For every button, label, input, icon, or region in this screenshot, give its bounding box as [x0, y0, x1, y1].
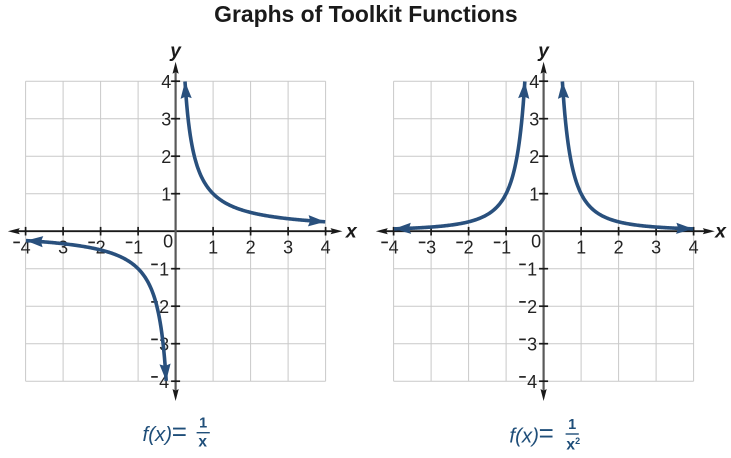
svg-text:y: y [537, 41, 550, 62]
svg-text:2: 2 [527, 297, 537, 317]
svg-text:4: 4 [21, 237, 31, 257]
svg-text:1: 1 [576, 237, 586, 257]
svg-text:x: x [566, 437, 575, 454]
svg-text:3: 3 [283, 237, 293, 257]
svg-text:2: 2 [96, 237, 106, 257]
svg-text:f(x): f(x) [509, 424, 539, 447]
svg-text:x: x [714, 220, 727, 242]
svg-text:2: 2 [161, 147, 171, 167]
svg-text:=: = [539, 418, 554, 448]
svg-text:1: 1 [568, 417, 576, 433]
svg-text:1: 1 [199, 416, 207, 432]
svg-text:0: 0 [163, 231, 173, 251]
svg-text:3: 3 [58, 237, 68, 257]
svg-text:3: 3 [161, 109, 171, 129]
svg-text:1: 1 [159, 259, 169, 279]
svg-text:2: 2 [159, 297, 169, 317]
svg-text:3: 3 [426, 237, 436, 257]
svg-text:4: 4 [689, 237, 699, 257]
svg-text:4: 4 [161, 72, 171, 92]
svg-text:1: 1 [133, 237, 143, 257]
svg-text:3: 3 [527, 334, 537, 354]
svg-text:4: 4 [527, 372, 537, 392]
svg-text:2: 2 [575, 436, 580, 446]
svg-text:3: 3 [529, 109, 539, 129]
svg-text:1: 1 [161, 184, 171, 204]
svg-text:4: 4 [321, 237, 331, 257]
svg-text:y: y [169, 41, 182, 62]
svg-text:1: 1 [529, 184, 539, 204]
svg-text:2: 2 [246, 237, 256, 257]
svg-text:0: 0 [531, 231, 541, 251]
svg-text:=: = [172, 417, 187, 447]
svg-text:2: 2 [614, 237, 624, 257]
svg-text:1: 1 [208, 237, 218, 257]
svg-text:4: 4 [529, 72, 539, 92]
svg-text:4: 4 [389, 237, 399, 257]
svg-text:f(x): f(x) [143, 423, 173, 446]
svg-text:2: 2 [529, 147, 539, 167]
svg-text:1: 1 [527, 259, 537, 279]
svg-text:3: 3 [651, 237, 661, 257]
svg-text:4: 4 [159, 372, 169, 392]
svg-text:Graphs of Toolkit Functions: Graphs of Toolkit Functions [214, 1, 518, 27]
svg-text:x: x [198, 434, 207, 451]
svg-text:x: x [345, 220, 358, 242]
svg-text:2: 2 [464, 237, 474, 257]
svg-text:1: 1 [501, 237, 511, 257]
